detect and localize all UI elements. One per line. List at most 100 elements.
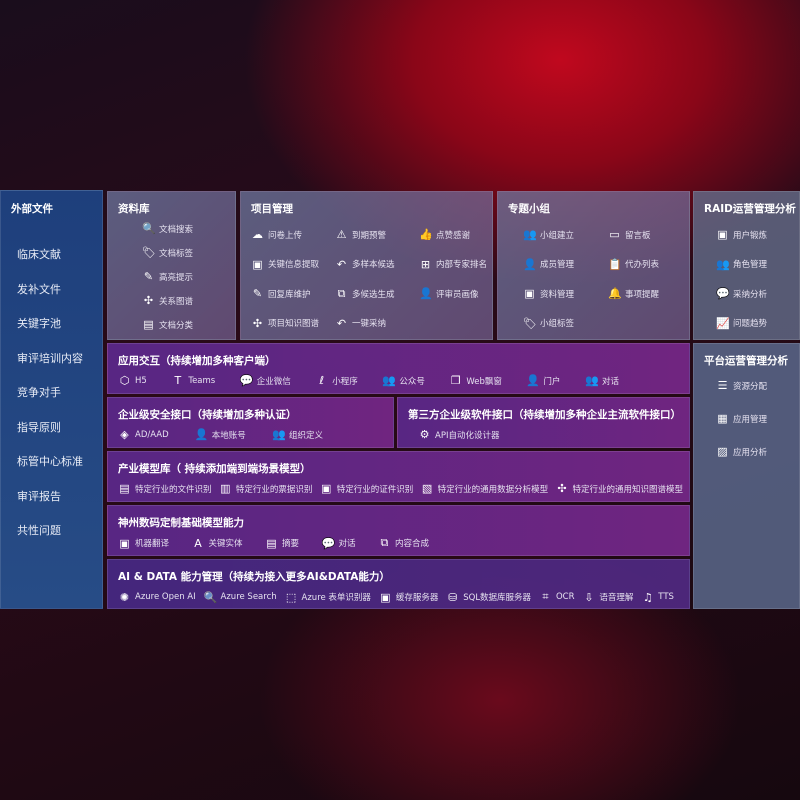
menu-item[interactable]: 👍 点赞感谢 xyxy=(419,228,470,241)
menu-item[interactable]: 📈 问题趋势 xyxy=(716,317,767,330)
menu-item[interactable]: ✣ 关系图谱 xyxy=(142,294,193,307)
menu-item[interactable]: ▣ 缓存服务器 xyxy=(379,590,439,604)
menu-item[interactable]: ⧉ 多候选生成 xyxy=(335,287,395,301)
menu-item-label: 多样本候选 xyxy=(352,260,395,270)
sidebar-item[interactable]: 指导原则 xyxy=(17,420,61,434)
menu-item-label: 语音理解 xyxy=(599,593,634,603)
menu-item[interactable]: ▤ 文档分类 xyxy=(142,318,193,331)
menu-item[interactable]: 📋 代办列表 xyxy=(608,258,659,271)
panel-title: 项目管理 xyxy=(251,203,293,215)
menu-item-label: 本地账号 xyxy=(211,430,246,441)
menu-item[interactable]: ↶ 多样本候选 xyxy=(335,258,395,271)
menu-item[interactable]: 👥 角色管理 xyxy=(716,258,767,271)
menu-item-label: 对话 xyxy=(338,539,356,549)
menu-item[interactable]: 💬 对话 xyxy=(321,536,355,550)
id-card-icon: ▣ xyxy=(717,228,728,241)
sidebar-item[interactable]: 标管中心标准 xyxy=(17,455,83,468)
menu-item[interactable]: 🏷 小组标签 xyxy=(523,317,574,330)
bbs-icon: ▭ xyxy=(609,228,620,241)
menu-item[interactable]: ✺ Azure Open AI xyxy=(118,590,196,604)
menu-item-label: 公众号 xyxy=(399,376,425,387)
ocr-icon: ⌗ xyxy=(542,590,549,603)
menu-item[interactable]: ↶ 一键采纳 xyxy=(335,317,386,330)
menu-item[interactable]: ▭ 留言板 xyxy=(608,228,650,241)
menu-item[interactable]: ▤ 特定行业的文件识别 xyxy=(118,482,211,495)
menu-item[interactable]: ▤ 摘要 xyxy=(265,536,299,550)
users-icon: 👥 xyxy=(716,257,730,271)
menu-item[interactable]: ▥ 特定行业的票据识别 xyxy=(219,482,312,495)
sidebar-item[interactable]: 共性问题 xyxy=(17,524,61,537)
panel-industry: 产业模型库（ 持续添加端到端场景模型） ▤ 特定行业的文件识别 ▥ 特定行业的票据识别 ▣… xyxy=(107,451,690,502)
menu-item[interactable]: 👥 组织定义 xyxy=(272,428,323,441)
panel-security: 企业级安全接口（持续增加多种认证） ◈ AD/AAD 👤 本地账号 👥 组织定义 xyxy=(107,397,394,448)
menu-item[interactable]: ▣ 特定行业的证件识别 xyxy=(320,482,413,495)
menu-item[interactable]: 🔔 事项提醒 xyxy=(608,287,659,300)
menu-item[interactable]: ▣ 机器翻译 xyxy=(118,536,169,550)
menu-item[interactable]: 👤 评审员画像 xyxy=(419,287,479,300)
panel-library: 资料库 🔍 文档搜索 🏷 文档标签 ✎ 高亮提示 ✣ 关系图谱 ▤ 文档分类 xyxy=(107,191,236,340)
menu-item[interactable]: ⬡ H5 xyxy=(118,374,147,387)
menu-item[interactable]: ✣ 项目知识图谱 xyxy=(251,317,319,330)
doc-extract-icon: ▣ xyxy=(252,257,263,271)
menu-item[interactable]: ▨ 应用分析 xyxy=(716,445,767,458)
org-icon: 👥 xyxy=(271,428,286,441)
menu-item[interactable]: 👥 对话 xyxy=(585,374,619,387)
menu-item[interactable]: ♫ TTS xyxy=(641,590,674,604)
menu-item[interactable]: ℓ 小程序 xyxy=(315,374,358,387)
menu-item[interactable]: ✎ 高亮提示 xyxy=(142,270,193,283)
menu-item[interactable]: T Teams xyxy=(171,374,215,387)
panel-project: 项目管理 ☁ 问卷上传 ⚠ 到期预警 👍 点赞感谢 ▣ 关键信息提取 ↶ 多样本候选 ⊞ 内部专家排名 ✎… xyxy=(240,191,493,340)
menu-item[interactable]: ▧ 特定行业的通用数据分析模型 xyxy=(421,482,548,495)
panel-title: RAID运营管理分析 xyxy=(704,203,796,215)
menu-item[interactable]: ✣ 特定行业的通用知识图谱模型 xyxy=(555,482,683,495)
graph-icon: ✣ xyxy=(557,482,567,495)
menu-item[interactable]: 🔍 Azure Search xyxy=(204,590,277,604)
menu-item[interactable]: A 关键实体 xyxy=(191,536,242,550)
sidebar-item[interactable]: 审评报告 xyxy=(17,489,61,503)
menu-item-label: 内容合成 xyxy=(394,539,429,549)
menu-item[interactable]: ⧉ 内容合成 xyxy=(378,536,429,550)
menu-item[interactable]: ❐ Web飘窗 xyxy=(449,374,502,387)
sidebar-item[interactable]: 关键字池 xyxy=(17,317,61,330)
menu-item-label: 高亮提示 xyxy=(159,272,194,283)
menu-item[interactable]: ⊞ 内部专家排名 xyxy=(419,258,487,271)
chart-icon: ▨ xyxy=(717,445,728,458)
menu-item[interactable]: ▣ 关键信息提取 xyxy=(251,258,319,271)
menu-item-label: 缓存服务器 xyxy=(395,593,439,603)
menu-item[interactable]: ⇩ 语音理解 xyxy=(582,590,633,604)
menu-item[interactable]: 👥 小组建立 xyxy=(523,228,574,241)
menu-item-label: H5 xyxy=(135,375,147,386)
menu-item[interactable]: ☰ 资源分配 xyxy=(716,379,767,392)
portal-icon: 👤 xyxy=(526,374,541,387)
sidebar-item[interactable]: 竞争对手 xyxy=(17,386,61,399)
speech-icon: ⇩ xyxy=(584,590,594,604)
ad-icon: ◈ xyxy=(120,428,129,441)
menu-item[interactable]: 💬 企业微信 xyxy=(240,374,291,387)
menu-item[interactable]: ✎ 回复库维护 xyxy=(251,287,311,300)
menu-item[interactable]: 👥 公众号 xyxy=(382,374,425,387)
menu-item[interactable]: ▣ 资料管理 xyxy=(523,287,574,300)
menu-item[interactable]: ⬚ Azure 表单识别器 xyxy=(285,590,371,604)
menu-item-label: Azure 表单识别器 xyxy=(301,593,371,603)
menu-item[interactable]: 💬 采纳分析 xyxy=(716,287,767,300)
menu-item[interactable]: 🏷 文档标签 xyxy=(142,246,193,259)
sidebar-item[interactable]: 审评培训内容 xyxy=(17,351,83,365)
sidebar-item[interactable]: 发补文件 xyxy=(17,282,61,296)
sql-icon: ⛁ xyxy=(448,590,458,604)
menu-item[interactable]: 🔍 文档搜索 xyxy=(142,222,193,235)
sidebar-item[interactable]: 临床文献 xyxy=(17,248,61,261)
menu-item[interactable]: ▣ 用户锻炼 xyxy=(716,228,767,241)
menu-item[interactable]: ⚠ 到期预警 xyxy=(335,228,386,241)
panel-title: 神州数码定制基础模型能力 xyxy=(118,517,244,529)
menu-item[interactable]: 👤 成员管理 xyxy=(523,258,574,271)
menu-item[interactable]: ☁ 问卷上传 xyxy=(251,228,302,241)
menu-item[interactable]: ▦ 应用管理 xyxy=(716,412,767,425)
menu-item[interactable]: ⌗ OCR xyxy=(539,590,574,604)
menu-item[interactable]: ◈ AD/AAD xyxy=(118,428,168,441)
menu-item[interactable]: 👤 本地账号 xyxy=(195,428,246,441)
menu-item-label: 小程序 xyxy=(332,376,358,387)
menu-item[interactable]: 👤 门户 xyxy=(526,374,560,387)
menu-item[interactable]: ⚙ API自动化设计器 xyxy=(418,428,500,441)
menu-item[interactable]: ⛁ SQL数据库服务器 xyxy=(446,590,531,604)
apps-icon: ▦ xyxy=(717,412,728,425)
